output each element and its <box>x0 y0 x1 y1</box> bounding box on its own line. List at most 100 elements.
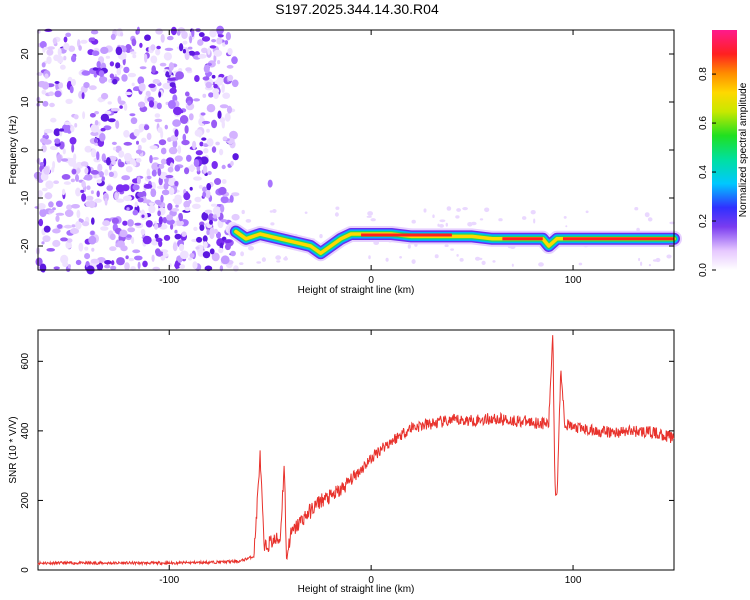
x-tick-label: 100 <box>565 575 582 586</box>
noise-speckle <box>81 180 86 188</box>
noise-speckle <box>162 82 172 90</box>
noise-speckle <box>81 193 87 202</box>
noise-speckle <box>110 33 116 41</box>
noise-speckle <box>216 211 221 218</box>
noise-speckle <box>66 204 73 211</box>
noise-speckle <box>197 39 204 46</box>
noise-speckle <box>100 127 106 132</box>
noise-speckle <box>221 179 227 184</box>
noise-speckle <box>150 55 158 64</box>
noise-speckle <box>182 40 188 45</box>
noise-speckle <box>84 167 89 175</box>
noise-speckle <box>456 254 459 257</box>
noise-speckle <box>154 118 163 123</box>
noise-speckle <box>46 248 55 252</box>
noise-speckle <box>169 82 176 88</box>
noise-speckle <box>123 130 130 138</box>
noise-speckle <box>204 209 213 214</box>
noise-speckle <box>201 137 207 141</box>
y-tick-label: 400 <box>20 422 31 439</box>
noise-speckle <box>159 171 168 180</box>
noise-speckle <box>179 115 189 124</box>
noise-speckle <box>119 105 123 109</box>
noise-speckle <box>156 45 161 50</box>
noise-speckle <box>111 217 119 225</box>
noise-speckle <box>198 32 205 38</box>
noise-speckle <box>78 45 82 51</box>
noise-speckle <box>652 259 658 262</box>
noise-speckle <box>117 95 122 104</box>
noise-speckle <box>84 253 91 260</box>
noise-speckle <box>175 220 184 227</box>
noise-speckle <box>411 219 416 224</box>
colorbar-tick-label: 0.4 <box>698 165 709 179</box>
noise-speckle <box>109 233 116 241</box>
noise-speckle <box>154 199 162 205</box>
noise-speckle <box>50 117 57 123</box>
noise-speckle <box>45 180 54 189</box>
noise-speckle <box>157 168 162 177</box>
noise-speckle <box>150 181 156 191</box>
noise-speckle <box>538 262 544 267</box>
noise-speckle <box>81 70 91 76</box>
noise-speckle <box>138 82 146 92</box>
noise-speckle <box>163 234 171 241</box>
noise-speckle <box>41 81 50 90</box>
noise-speckle <box>101 176 106 182</box>
noise-speckle <box>202 251 211 259</box>
noise-speckle <box>270 222 275 226</box>
noise-speckle <box>205 190 211 199</box>
noise-speckle <box>174 180 179 187</box>
noise-speckle <box>385 257 389 262</box>
noise-speckle <box>179 250 189 260</box>
noise-speckle <box>227 74 234 82</box>
noise-speckle <box>578 262 583 266</box>
noise-speckle <box>240 251 245 257</box>
noise-speckle <box>90 170 99 175</box>
noise-speckle <box>220 196 229 204</box>
x-tick-label: 0 <box>368 575 374 586</box>
noise-speckle <box>94 120 99 126</box>
noise-speckle <box>124 262 130 271</box>
noise-speckle <box>201 120 211 125</box>
noise-speckle <box>116 67 122 76</box>
noise-speckle <box>74 123 78 128</box>
noise-speckle <box>96 179 102 184</box>
x-tick-label: 100 <box>565 275 582 286</box>
noise-speckle <box>200 112 206 116</box>
noise-speckle <box>60 237 68 242</box>
noise-speckle <box>174 229 178 234</box>
noise-speckle <box>152 157 159 160</box>
noise-speckle <box>127 219 134 227</box>
noise-speckle <box>199 141 204 147</box>
noise-speckle <box>91 37 96 41</box>
noise-speckle <box>209 227 215 236</box>
noise-speckle <box>184 125 189 134</box>
noise-speckle <box>533 218 536 224</box>
noise-speckle <box>220 204 225 213</box>
noise-speckle <box>86 185 91 190</box>
noise-speckle <box>647 217 653 222</box>
noise-speckle <box>225 32 231 41</box>
noise-speckle <box>211 39 217 43</box>
noise-speckle <box>202 93 207 98</box>
noise-speckle <box>121 74 128 82</box>
noise-speckle <box>75 174 79 182</box>
noise-speckle <box>67 264 71 269</box>
noise-speckle <box>640 261 643 266</box>
noise-speckle <box>178 68 183 73</box>
noise-speckle <box>163 52 172 61</box>
noise-speckle <box>83 176 90 180</box>
noise-speckle <box>232 153 239 161</box>
noise-speckle <box>55 215 60 223</box>
noise-speckle <box>481 260 486 265</box>
noise-speckle <box>109 246 117 252</box>
noise-speckle <box>108 79 112 83</box>
noise-speckle <box>85 195 94 201</box>
noise-speckle <box>194 75 200 82</box>
spectrogram-x-ticks: -100 0 100 <box>159 30 582 286</box>
noise-speckle <box>492 260 496 263</box>
noise-speckle <box>110 107 120 112</box>
noise-speckle <box>450 248 454 251</box>
